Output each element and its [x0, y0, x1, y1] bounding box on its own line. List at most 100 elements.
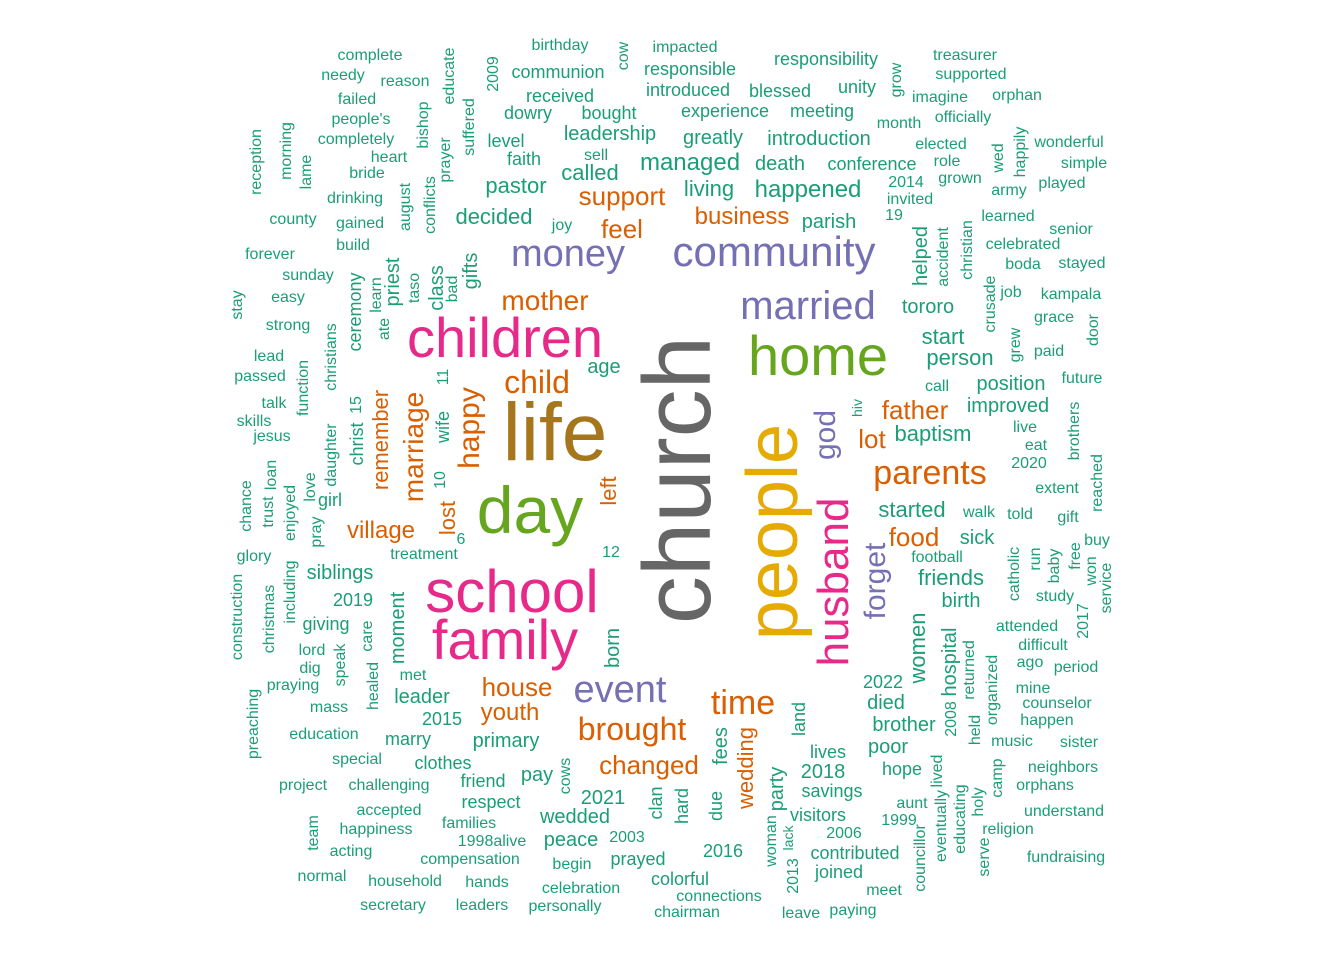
- cloud-word: start: [921, 324, 965, 349]
- cloud-word: challenging: [348, 777, 430, 794]
- cloud-word: religion: [982, 821, 1034, 838]
- cloud-word: accident: [935, 227, 952, 287]
- cloud-word: extent: [1035, 480, 1079, 497]
- cloud-word: ago: [1016, 654, 1044, 671]
- cloud-word: drinking: [326, 190, 384, 207]
- cloud-word: 11: [435, 368, 452, 386]
- cloud-word: friends: [917, 565, 985, 590]
- cloud-word: 2003: [609, 829, 645, 846]
- cloud-word: strong: [265, 317, 311, 334]
- cloud-word: visitors: [789, 805, 847, 825]
- cloud-word: gift: [1057, 509, 1079, 526]
- cloud-word: 2006: [826, 825, 862, 842]
- cloud-word: lack: [780, 825, 796, 851]
- cloud-word: service: [1098, 562, 1115, 614]
- cloud-word: prayer: [437, 137, 454, 183]
- cloud-word: normal: [297, 868, 347, 885]
- cloud-word: complete: [337, 47, 403, 64]
- cloud-word: education: [289, 726, 359, 743]
- cloud-word: pay: [520, 764, 554, 786]
- cloud-word: hard: [672, 787, 692, 825]
- cloud-word: hands: [465, 874, 509, 891]
- cloud-word: 6: [456, 531, 466, 548]
- cloud-word: community: [672, 228, 876, 275]
- cloud-word: ate: [376, 317, 393, 341]
- cloud-word: birthday: [531, 37, 589, 54]
- cloud-word: sick: [959, 527, 995, 549]
- cloud-word: begin: [552, 856, 592, 873]
- cloud-word: conflicts: [422, 176, 439, 234]
- cloud-word: fees: [710, 727, 732, 765]
- cloud-word: grew: [1007, 327, 1024, 363]
- cloud-word: brought: [577, 711, 687, 747]
- cloud-word: household: [368, 873, 442, 890]
- cloud-word: father: [881, 395, 949, 425]
- cloud-word: eat: [1024, 437, 1048, 454]
- cloud-word: christmas: [261, 584, 278, 654]
- cloud-word: parents: [873, 454, 987, 492]
- cloud-word: started: [878, 497, 946, 522]
- cloud-word: event: [573, 669, 667, 711]
- cloud-word: neighbors: [1027, 759, 1099, 776]
- cloud-word: girl: [317, 490, 343, 510]
- cloud-word: told: [1007, 506, 1033, 523]
- cloud-word: stayed: [1058, 255, 1106, 272]
- cloud-word: holy: [970, 787, 987, 817]
- cloud-word: 12: [602, 544, 620, 561]
- cloud-word: happily: [1012, 126, 1029, 178]
- cloud-word: children: [406, 306, 604, 369]
- cloud-word: councillor: [912, 824, 929, 892]
- cloud-word: called: [561, 160, 619, 185]
- cloud-word: died: [867, 692, 905, 714]
- cloud-word: camp: [989, 758, 1006, 798]
- cloud-word: meet: [866, 882, 902, 899]
- cloud-word: brother: [872, 714, 936, 736]
- cloud-word: position: [976, 373, 1046, 395]
- cloud-word: 2017: [1075, 603, 1092, 639]
- cloud-word: 2008: [943, 701, 960, 737]
- cloud-word: colorful: [650, 869, 710, 889]
- cloud-word: jesus: [253, 428, 291, 445]
- cloud-word: invited: [886, 191, 934, 208]
- cloud-word: meeting: [789, 101, 855, 121]
- cloud-word: fundraising: [1026, 849, 1106, 866]
- cloud-word: decided: [455, 204, 533, 229]
- cloud-word: joy: [551, 217, 573, 234]
- cloud-word: wife: [433, 410, 453, 444]
- cloud-word: supported: [935, 66, 1007, 83]
- cloud-word: sister: [1059, 734, 1099, 751]
- cloud-word: understand: [1023, 803, 1105, 820]
- cloud-word: unity: [837, 77, 877, 97]
- cloud-word: bad: [444, 275, 461, 303]
- cloud-word: august: [397, 182, 414, 232]
- cloud-word: reached: [1089, 454, 1106, 512]
- cloud-word: project: [278, 777, 328, 794]
- cloud-word: left: [596, 476, 621, 506]
- cloud-word: celebrated: [985, 236, 1061, 253]
- cloud-word: orphans: [1016, 777, 1074, 794]
- cloud-word: moment: [387, 591, 409, 665]
- cloud-word: attended: [995, 618, 1059, 635]
- cloud-word: feel: [601, 214, 643, 244]
- cloud-word: praying: [266, 677, 320, 694]
- cloud-word: friend: [460, 771, 506, 791]
- cloud-word: learn: [368, 277, 385, 313]
- cloud-word: mine: [1015, 680, 1051, 697]
- cloud-word: families: [441, 815, 497, 832]
- cloud-word: contributed: [810, 843, 900, 863]
- cloud-word: skills: [236, 413, 272, 430]
- cloud-word: leaders: [455, 897, 509, 914]
- cloud-word: wed: [990, 143, 1007, 173]
- cloud-word: 2021: [580, 787, 626, 809]
- cloud-word: county: [269, 211, 317, 228]
- cloud-word: reception: [248, 129, 265, 195]
- cloud-word: 2014: [888, 174, 924, 191]
- cloud-word: personally: [528, 898, 602, 915]
- cloud-word: youth: [480, 699, 540, 726]
- cloud-word: music: [991, 733, 1033, 750]
- cloud-word: responsibility: [773, 49, 879, 69]
- cloud-word: treasurer: [932, 47, 998, 64]
- cloud-word: buy: [1084, 532, 1110, 549]
- cloud-word: build: [336, 237, 370, 254]
- cloud-word: returned: [961, 640, 978, 700]
